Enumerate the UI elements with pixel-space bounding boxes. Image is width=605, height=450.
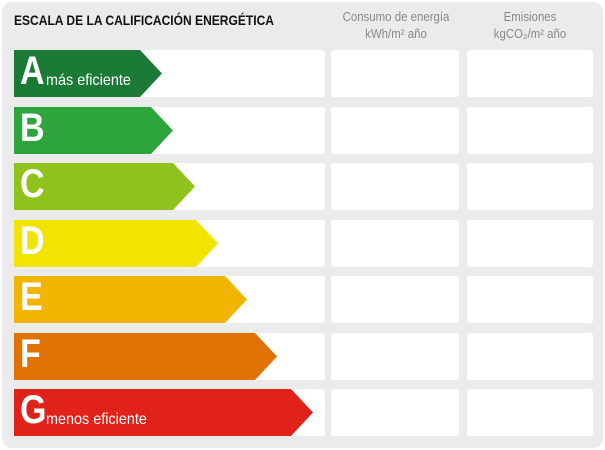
emissions-header: Emisiones kgCO₂/m² año xyxy=(474,8,587,42)
arrow-shape xyxy=(14,389,313,436)
emissions-cell-F xyxy=(467,332,593,380)
rating-arrow-B: B xyxy=(14,105,173,154)
rating-arrow-D: D xyxy=(14,218,218,267)
rating-letter: A xyxy=(20,49,45,93)
arrow-shape xyxy=(14,106,173,154)
rating-description: más eficiente xyxy=(46,72,131,89)
emissions-cell-E xyxy=(467,276,593,323)
consumption-cell-C xyxy=(331,163,459,210)
emissions-title: Emisiones xyxy=(503,9,557,24)
consumption-header: Consumo de energía kWh/m² año xyxy=(339,8,453,42)
consumption-cell-A xyxy=(331,50,459,97)
emissions-cell-G xyxy=(467,389,593,436)
rating-arrow-F: F xyxy=(14,331,277,380)
rating-letter: G xyxy=(20,388,47,432)
consumption-unit: kWh/m² año xyxy=(365,26,427,41)
rating-letter: E xyxy=(20,275,43,319)
consumption-cell-F xyxy=(331,332,459,380)
rating-arrow-G: G menos eficiente xyxy=(14,388,313,436)
rating-arrow-A: A más eficiente xyxy=(14,49,162,97)
rating-letter: B xyxy=(20,105,45,150)
consumption-title: Consumo de energía xyxy=(342,9,450,24)
rating-arrow-E: E xyxy=(14,275,247,323)
rating-arrow-C: C xyxy=(14,162,195,210)
arrow-shape xyxy=(14,276,247,323)
consumption-cell-D xyxy=(331,219,459,267)
emissions-cell-D xyxy=(467,219,593,267)
arrow-shape xyxy=(14,163,195,210)
emissions-cell-C xyxy=(467,163,593,210)
consumption-cell-B xyxy=(331,106,459,154)
rating-letter: D xyxy=(20,218,45,263)
arrow-shape xyxy=(14,50,162,97)
consumption-cell-G xyxy=(331,389,459,436)
rating-description: menos eficiente xyxy=(46,411,147,428)
arrow-shape xyxy=(14,332,277,380)
emissions-cell-A xyxy=(467,50,593,97)
label-title: ESCALA DE LA CALIFICACIÓN ENERGÉTICA xyxy=(14,12,274,28)
consumption-cell-E xyxy=(331,276,459,323)
arrow-shape xyxy=(14,219,218,267)
rating-letter: F xyxy=(20,331,41,376)
rating-letter: C xyxy=(20,162,45,206)
emissions-cell-B xyxy=(467,106,593,154)
emissions-unit: kgCO₂/m² año xyxy=(493,26,567,41)
